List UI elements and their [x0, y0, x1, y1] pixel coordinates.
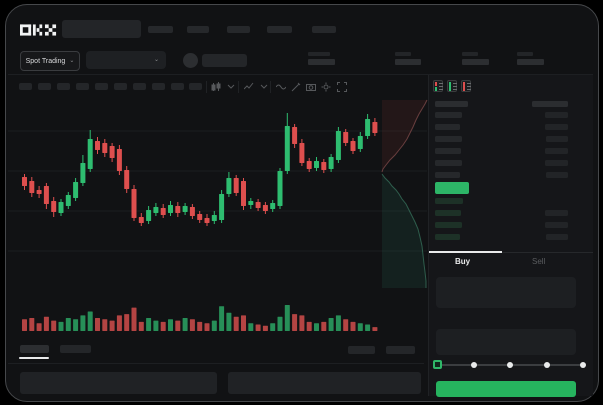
tab-sell[interactable]: Sell — [532, 257, 546, 266]
candlestick-chart-canvas[interactable] — [8, 98, 428, 338]
ticker-label-placeholder — [308, 52, 330, 56]
chevron-down-icon[interactable] — [226, 82, 236, 92]
ticker-label-placeholder — [517, 52, 533, 56]
chevron-down-icon: ⌄ — [69, 58, 75, 64]
settings-gear-icon[interactable] — [321, 82, 331, 92]
bid-row-price[interactable] — [435, 234, 460, 240]
bid-row-price[interactable] — [435, 210, 461, 216]
percent-slider-handle[interactable] — [433, 360, 442, 369]
ask-row-amount — [545, 112, 568, 118]
coin-avatar — [183, 53, 198, 68]
ticker-value-placeholder — [517, 59, 544, 65]
timeframe-pill[interactable] — [133, 83, 146, 90]
nav-item-placeholder[interactable] — [227, 26, 250, 33]
ask-row-price[interactable] — [435, 124, 460, 130]
bottom-tab-placeholder[interactable] — [20, 345, 49, 353]
ask-row-price[interactable] — [435, 112, 462, 118]
pair-selector-dropdown[interactable]: ⌄ — [86, 51, 166, 69]
timeframe-pill[interactable] — [189, 83, 202, 90]
market-type-label: Spot Trading — [25, 57, 66, 65]
slider-stop-dot[interactable] — [470, 362, 477, 368]
market-type-selector[interactable]: Spot Trading ⌄ — [20, 51, 80, 71]
active-tab-underline — [19, 357, 49, 359]
okx-logo-icon — [20, 24, 57, 36]
slider-stop-dot[interactable] — [543, 362, 550, 368]
timeframe-pill[interactable] — [76, 83, 89, 90]
timeframe-pill[interactable] — [171, 83, 184, 90]
ask-row-price[interactable] — [435, 160, 462, 166]
tab-buy[interactable]: Buy — [455, 257, 471, 266]
ask-row-price[interactable] — [435, 136, 462, 142]
orders-panel — [20, 372, 217, 394]
toolbar-divider — [206, 81, 207, 93]
orderbook-divider — [428, 75, 429, 396]
ticker-label-placeholder — [395, 52, 411, 56]
camera-icon[interactable] — [306, 82, 316, 92]
ask-row-amount — [545, 160, 568, 166]
book-bids-only-icon[interactable] — [447, 80, 457, 92]
ticker-label-placeholder — [462, 52, 478, 56]
bid-row-amount — [545, 210, 568, 216]
timeframe-pill[interactable] — [57, 83, 70, 90]
bottom-tab-placeholder[interactable] — [60, 345, 91, 353]
draw-icon[interactable] — [291, 82, 301, 92]
toolbar-divider — [238, 81, 239, 93]
orderbook-header-amount — [532, 101, 568, 107]
slider-stop-dot[interactable] — [580, 362, 586, 368]
book-asks-only-icon[interactable] — [461, 80, 471, 92]
timeframe-pill[interactable] — [38, 83, 51, 90]
book-asks-bids-icon[interactable] — [433, 80, 443, 92]
history-panel — [228, 372, 421, 394]
ask-row-price[interactable] — [435, 148, 461, 154]
bid-row-amount — [545, 222, 568, 228]
chevron-down-icon[interactable] — [259, 82, 269, 92]
okx-logo[interactable] — [20, 23, 57, 37]
toolbar-divider — [270, 81, 271, 93]
bid-row-price[interactable] — [435, 222, 462, 228]
timeframe-pill[interactable] — [114, 83, 127, 90]
fullscreen-icon[interactable] — [337, 82, 347, 92]
bid-row-price[interactable] — [435, 198, 463, 204]
bid-row-amount — [546, 234, 568, 240]
bottom-divider — [8, 363, 424, 364]
buy-submit-button[interactable] — [436, 381, 576, 397]
last-price-badge[interactable] — [435, 182, 469, 194]
price-field[interactable] — [436, 277, 576, 308]
nav-item-placeholder[interactable] — [312, 26, 336, 33]
bottom-action-placeholder[interactable] — [386, 346, 415, 354]
ask-row-amount — [546, 172, 568, 178]
bottom-action-placeholder[interactable] — [348, 346, 375, 354]
orderbook-header-price — [435, 101, 468, 107]
buy-tab-underline — [429, 251, 502, 253]
ask-row-price[interactable] — [435, 172, 460, 178]
amount-field[interactable] — [436, 329, 576, 355]
nav-item-placeholder[interactable] — [148, 26, 173, 33]
timeframe-pill[interactable] — [152, 83, 165, 90]
timeframe-pill[interactable] — [19, 83, 32, 90]
nav-item-placeholder[interactable] — [267, 26, 292, 33]
nav-item-placeholder[interactable] — [187, 26, 209, 33]
tabbar-divider — [429, 252, 593, 253]
indicators-icon[interactable] — [244, 82, 254, 92]
pair-title-placeholder[interactable] — [202, 54, 247, 67]
ticker-value-placeholder — [395, 59, 421, 65]
search-input[interactable] — [62, 20, 141, 38]
candles-icon[interactable] — [211, 82, 221, 92]
ticker-value-placeholder — [462, 59, 489, 65]
timeframe-pill[interactable] — [95, 83, 108, 90]
ask-row-amount — [545, 148, 568, 154]
ask-row-amount — [546, 136, 568, 142]
ask-row-amount — [545, 124, 568, 130]
slider-stop-dot[interactable] — [507, 362, 513, 368]
line-style-icon[interactable] — [276, 82, 286, 92]
header-divider — [8, 74, 593, 75]
chevron-down-icon: ⌄ — [153, 57, 159, 63]
ticker-value-placeholder — [308, 59, 335, 65]
